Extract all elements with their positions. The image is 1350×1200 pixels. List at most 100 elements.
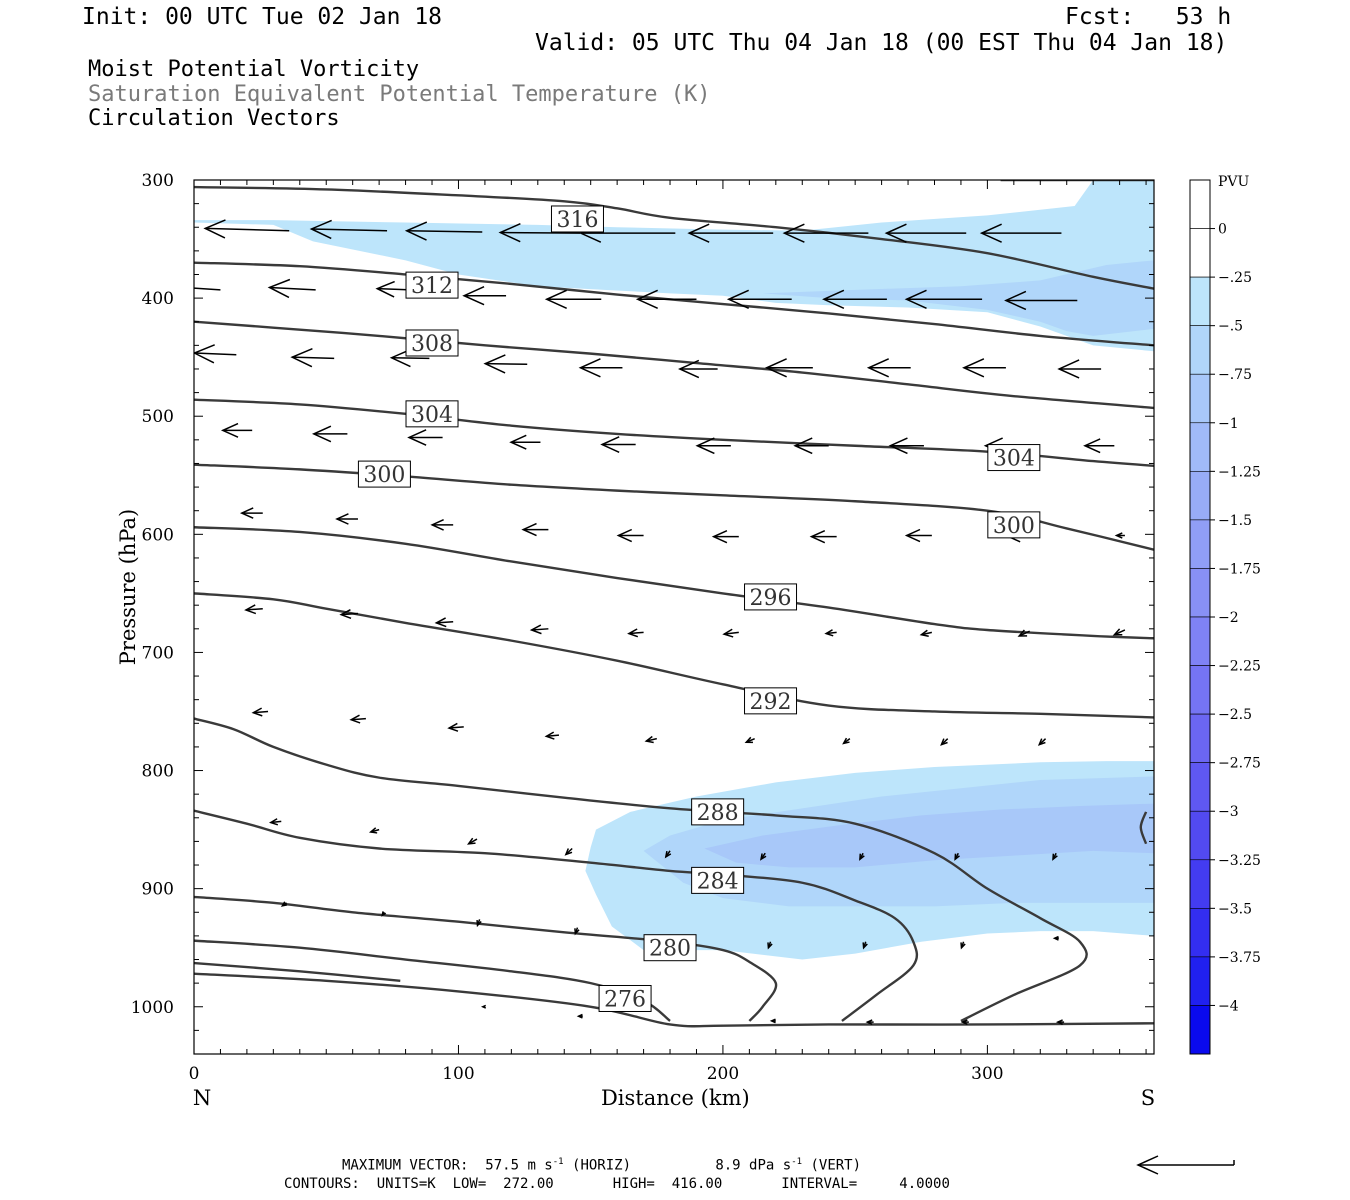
vector-shaft xyxy=(341,612,359,616)
vector-24 xyxy=(578,358,623,378)
vector-head xyxy=(239,507,254,519)
vector-34 xyxy=(600,436,636,453)
vector-75 xyxy=(859,852,865,861)
contour-label-276: 276 xyxy=(604,987,646,1012)
vector-shaft xyxy=(546,734,560,738)
vector-86 xyxy=(480,1004,487,1009)
vector-1 xyxy=(203,219,290,239)
vector-head xyxy=(824,629,834,637)
colorbar-level-label: −.5 xyxy=(1218,319,1243,335)
vector-39 xyxy=(1083,438,1115,454)
vector-90 xyxy=(960,1019,969,1025)
vector-shaft xyxy=(1114,629,1126,636)
vector-10 xyxy=(194,287,221,291)
vector-head xyxy=(793,437,813,455)
vector-head xyxy=(904,528,921,543)
isentrope-316 xyxy=(194,185,1154,290)
vector-50 xyxy=(244,604,263,615)
vector-head xyxy=(462,286,485,306)
vector-head xyxy=(627,628,639,638)
vector-44 xyxy=(616,528,644,543)
vector-9 xyxy=(979,223,1062,243)
vector-head xyxy=(564,848,573,856)
colorbar-swatch xyxy=(1189,1005,1211,1055)
vector-88 xyxy=(769,1018,776,1024)
vector-head xyxy=(311,425,332,443)
vector-head xyxy=(664,851,672,859)
vector-57 xyxy=(919,629,933,637)
vector-head xyxy=(809,529,826,544)
vector-15 xyxy=(635,289,697,309)
colorbar-level-label: −1.25 xyxy=(1218,464,1261,480)
vector-81 xyxy=(574,927,580,936)
vector-head xyxy=(769,1018,776,1024)
vector-54 xyxy=(627,628,644,638)
vector-64 xyxy=(644,735,657,744)
contour-label-296: 296 xyxy=(750,586,792,611)
vector-shaft xyxy=(311,228,388,232)
vector-83 xyxy=(862,941,868,950)
pv-region-4 xyxy=(704,803,1154,868)
vector-head xyxy=(1037,738,1046,746)
colorbar-swatch xyxy=(1189,665,1211,715)
colorbar-swatch xyxy=(1189,810,1211,861)
contour-label-box-11 xyxy=(643,934,697,962)
vector-33 xyxy=(509,434,541,450)
vector-68 xyxy=(1037,738,1047,746)
contour-label-box-10 xyxy=(691,866,745,894)
pv-region-1 xyxy=(762,260,1154,336)
vector-head xyxy=(574,928,580,936)
vector-46 xyxy=(809,529,837,544)
contour-label-box-12 xyxy=(598,984,652,1012)
vector-head xyxy=(600,436,620,453)
reference-vector xyxy=(1136,1155,1235,1175)
vector-head xyxy=(529,624,542,635)
vector-head xyxy=(1052,853,1058,861)
x-end-label-south: S xyxy=(1141,1086,1155,1110)
contour-label-box-7 xyxy=(744,583,798,611)
vector-head xyxy=(822,289,845,309)
vector-shaft xyxy=(485,362,528,365)
vector-head xyxy=(859,853,865,861)
y-tick-label: 400 xyxy=(142,289,174,309)
vector-22 xyxy=(389,348,430,368)
vector-shaft xyxy=(531,628,549,631)
x-tick-label: 0 xyxy=(189,1064,200,1084)
vector-head xyxy=(1052,935,1059,941)
contour-label-280: 280 xyxy=(649,937,691,962)
vector-65 xyxy=(744,736,755,744)
colorbar-swatch xyxy=(1189,956,1211,1006)
horiz-exponent: -1 xyxy=(552,1157,564,1167)
vector-head xyxy=(960,942,966,950)
isentrope-segment-0 xyxy=(194,961,401,982)
contour-label-284: 284 xyxy=(697,869,739,894)
contour-label-312: 312 xyxy=(411,274,453,299)
x-tick-label: 100 xyxy=(442,1064,474,1084)
vector-head xyxy=(521,522,537,537)
contour-label-288: 288 xyxy=(697,801,739,826)
vector-84 xyxy=(960,941,966,950)
colorbar-level-label: −2.75 xyxy=(1218,756,1261,772)
vector-head xyxy=(480,1004,487,1009)
colorbar-level-label: −2 xyxy=(1218,610,1239,626)
colorbar-level-label: −3.25 xyxy=(1218,853,1261,869)
vector-head xyxy=(1004,290,1027,311)
vector-head xyxy=(280,901,288,907)
vector-72 xyxy=(564,847,573,856)
vector-head xyxy=(782,223,805,243)
vector-head xyxy=(576,1013,583,1019)
vector-head xyxy=(476,919,482,928)
horiz-unit: (HORIZ) xyxy=(572,1157,632,1174)
vector-head xyxy=(904,289,927,309)
colorbar-swatch xyxy=(1189,179,1211,229)
vector-head xyxy=(544,731,555,740)
vector-6 xyxy=(687,223,774,243)
vector-shaft xyxy=(377,287,411,291)
isentrope-308 xyxy=(194,320,1154,410)
vector-47 xyxy=(904,528,932,543)
vector-4 xyxy=(498,223,581,243)
vector-shaft xyxy=(194,287,221,291)
vector-31 xyxy=(311,425,348,443)
vector-26 xyxy=(764,358,813,378)
vert-value: 8.9 dPa s xyxy=(715,1157,792,1174)
